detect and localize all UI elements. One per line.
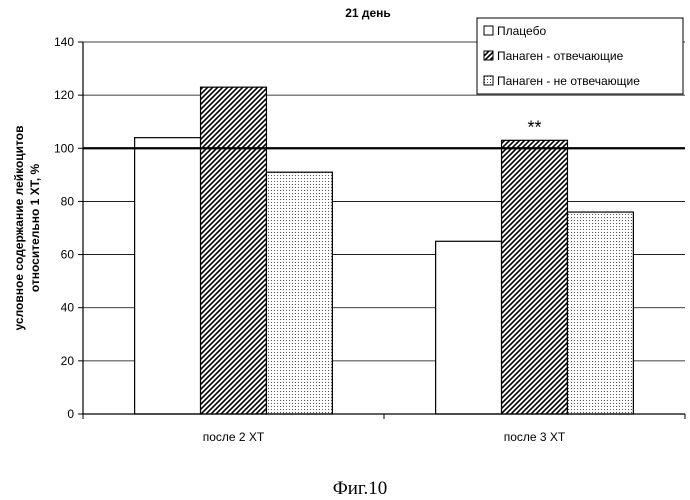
bar-1-cat-1	[134, 137, 202, 415]
bar-3-cat-1	[265, 171, 333, 415]
legend-swatch	[483, 75, 494, 86]
y-tick-label: 120	[54, 88, 74, 102]
y-tick-label: 100	[54, 141, 74, 155]
y-tick-label: 20	[61, 354, 75, 368]
bars	[134, 86, 634, 415]
chart-title: 21 день	[345, 6, 391, 20]
legend-swatch	[483, 50, 494, 61]
axes	[82, 42, 686, 419]
y-tick-label: 140	[54, 35, 74, 49]
x-tick-label: после 3 ХТ	[504, 430, 566, 444]
legend-label: Панаген - отвечающие	[497, 49, 624, 63]
legend-swatch	[483, 25, 494, 36]
bar-1-cat-2	[435, 240, 503, 415]
y-tick-label: 0	[67, 407, 74, 421]
bar-2-cat-1	[199, 86, 268, 415]
legend-label: Плацебо	[497, 24, 546, 38]
figure-caption: Фиг.10	[333, 478, 388, 499]
bar-3-cat-2	[566, 211, 634, 415]
y-axis-ticks: 0 20 40 60 80 100 120 140	[54, 35, 83, 421]
x-axis-labels: после 2 ХТ после 3 ХТ	[203, 430, 566, 444]
x-tick-label: после 2 ХТ	[203, 430, 265, 444]
significance-annotation: **	[527, 117, 541, 137]
legend: Плацебо Панаген - отвечающие Панаген - не …	[476, 17, 684, 95]
bar-2-cat-2	[500, 139, 569, 415]
y-tick-label: 80	[61, 194, 75, 208]
y-tick-label: 40	[61, 301, 75, 315]
y-tick-label: 60	[61, 248, 75, 262]
y-axis-label-line2: относительно 1 ХТ, %	[28, 164, 42, 293]
legend-label: Панаген - не отвечающие	[497, 74, 640, 88]
y-axis-label-line1: условное содержание лейкоцитов	[12, 126, 26, 331]
annotations: **	[527, 117, 541, 137]
